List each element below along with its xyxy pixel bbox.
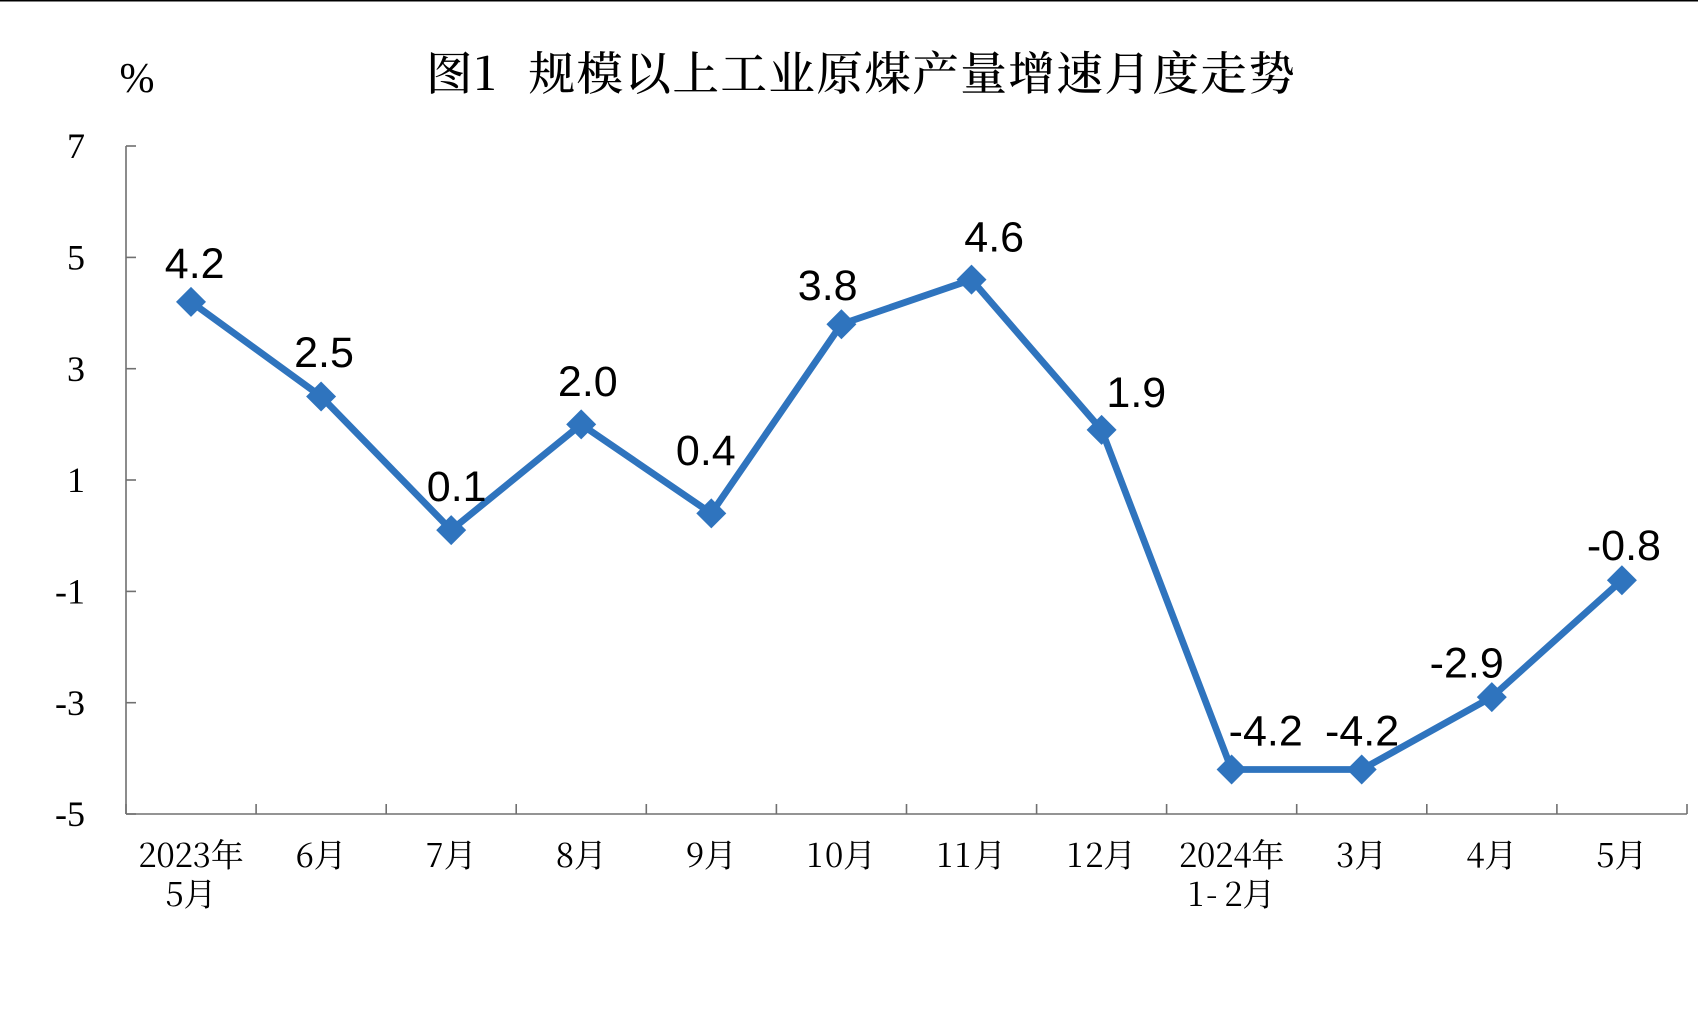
svg-text:-4.2: -4.2 <box>1229 707 1303 755</box>
svg-text:2.0: 2.0 <box>558 358 618 406</box>
svg-text:-2.9: -2.9 <box>1430 640 1504 688</box>
svg-text:5: 5 <box>67 238 85 278</box>
svg-text:0.4: 0.4 <box>676 427 736 475</box>
svg-text:1: 1 <box>67 460 85 500</box>
svg-text:-5: -5 <box>55 794 85 834</box>
svg-text:3.8: 3.8 <box>798 262 858 310</box>
svg-text:4.6: 4.6 <box>964 213 1024 261</box>
svg-text:-1: -1 <box>55 572 85 612</box>
svg-text:4.2: 4.2 <box>165 240 225 288</box>
svg-text:7: 7 <box>67 126 85 166</box>
svg-text:2.5: 2.5 <box>294 329 354 377</box>
svg-text:3: 3 <box>67 349 85 389</box>
svg-text:-3: -3 <box>55 683 85 723</box>
svg-text:1.9: 1.9 <box>1106 369 1166 417</box>
svg-text:%: % <box>120 56 155 102</box>
svg-text:-0.8: -0.8 <box>1587 522 1661 570</box>
svg-text:0.1: 0.1 <box>427 463 487 511</box>
svg-text:-4.2: -4.2 <box>1325 707 1399 755</box>
